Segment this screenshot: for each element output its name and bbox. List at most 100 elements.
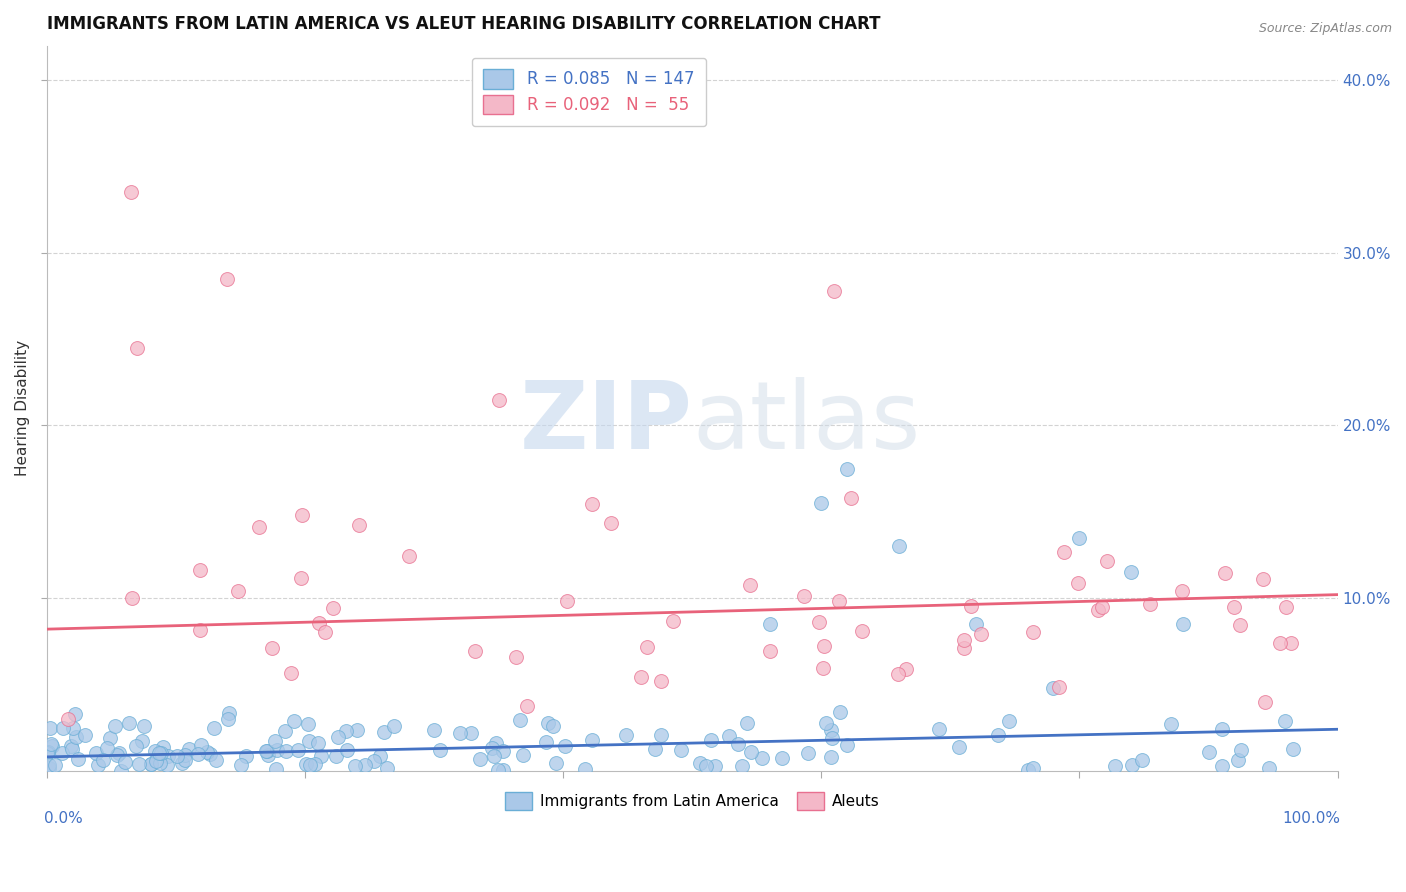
Point: [650, 728, 672, 742]
Point: [1171, 584, 1194, 599]
Point: [821, 731, 844, 746]
Point: [264, 762, 287, 776]
Point: [644, 742, 666, 756]
Point: [482, 748, 505, 763]
Point: [1130, 753, 1153, 767]
Point: [363, 754, 385, 768]
Point: [839, 491, 862, 505]
Point: [108, 747, 131, 761]
Point: [1198, 745, 1220, 759]
Point: [695, 759, 717, 773]
Point: [534, 735, 557, 749]
Point: [796, 746, 818, 760]
Point: [280, 665, 302, 680]
Point: [700, 732, 723, 747]
Point: [96, 741, 118, 756]
Point: [166, 749, 188, 764]
Point: [264, 733, 287, 747]
Point: [307, 736, 329, 750]
Point: [820, 750, 842, 764]
Point: [44, 757, 66, 772]
Point: [491, 744, 513, 758]
Point: [544, 756, 567, 771]
Point: [86, 746, 108, 760]
Point: [1121, 758, 1143, 772]
Point: [256, 744, 278, 758]
Point: [486, 763, 509, 777]
Text: atlas: atlas: [692, 376, 921, 468]
Point: [398, 549, 420, 563]
Point: [60, 741, 83, 756]
Point: [368, 748, 391, 763]
Point: [139, 756, 162, 771]
Point: [308, 615, 330, 630]
Point: [52, 721, 75, 735]
Point: [1091, 599, 1114, 614]
Point: [353, 757, 375, 772]
Point: [62, 721, 84, 735]
Point: [1160, 717, 1182, 731]
Point: [820, 723, 842, 737]
Point: [98, 731, 121, 745]
Point: [298, 757, 321, 772]
Point: [758, 643, 780, 657]
Point: [488, 392, 510, 407]
Point: [382, 719, 405, 733]
Point: [1047, 680, 1070, 694]
Point: [229, 758, 252, 772]
Point: [314, 624, 336, 639]
Point: [928, 722, 950, 736]
Point: [86, 758, 108, 772]
Point: [1211, 722, 1233, 736]
Point: [887, 667, 910, 681]
Point: [1268, 635, 1291, 649]
Point: [793, 589, 815, 603]
Point: [1097, 554, 1119, 568]
Point: [1042, 681, 1064, 695]
Point: [322, 600, 344, 615]
Point: [156, 749, 179, 764]
Point: [174, 753, 197, 767]
Point: [464, 644, 486, 658]
Point: [731, 759, 754, 773]
Point: [770, 751, 793, 765]
Point: [125, 739, 148, 753]
Point: [235, 748, 257, 763]
Point: [948, 740, 970, 755]
Point: [38, 721, 60, 735]
Point: [1251, 572, 1274, 586]
Point: [204, 753, 226, 767]
Point: [614, 728, 637, 742]
Point: [117, 715, 139, 730]
Point: [174, 748, 197, 763]
Point: [274, 744, 297, 758]
Point: [997, 714, 1019, 728]
Point: [1139, 597, 1161, 611]
Point: [662, 614, 685, 628]
Point: [828, 593, 851, 607]
Point: [298, 734, 321, 748]
Point: [375, 761, 398, 775]
Point: [149, 746, 172, 760]
Point: [689, 756, 711, 771]
Point: [114, 756, 136, 770]
Point: [481, 741, 503, 756]
Point: [291, 508, 314, 522]
Point: [717, 729, 740, 743]
Point: [149, 756, 172, 771]
Point: [1230, 743, 1253, 757]
Point: [509, 713, 531, 727]
Point: [485, 735, 508, 749]
Point: [187, 747, 209, 761]
Point: [581, 733, 603, 747]
Point: [304, 756, 326, 771]
Point: [1087, 603, 1109, 617]
Point: [887, 539, 910, 553]
Point: [581, 497, 603, 511]
Point: [1229, 618, 1251, 632]
Point: [39, 737, 62, 751]
Point: [247, 520, 270, 534]
Point: [148, 746, 170, 760]
Point: [172, 756, 194, 771]
Point: [758, 617, 780, 632]
